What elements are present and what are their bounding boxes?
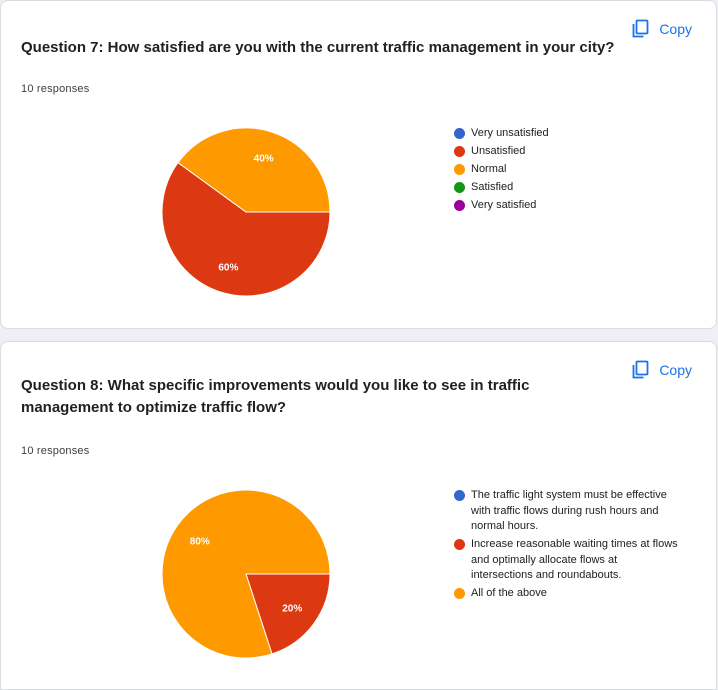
slice-data-label: 40%: [254, 154, 274, 165]
legend-label: Very satisfied: [471, 199, 537, 211]
chart-legend: Very unsatisfied Unsatisfied Normal Satisfi…: [454, 126, 549, 216]
legend-swatch: [454, 164, 465, 175]
legend-swatch: [454, 146, 465, 157]
legend-item: Very unsatisfied: [454, 126, 549, 142]
question-card-8: Copy Question 8: What specific improveme…: [0, 341, 717, 690]
legend-label: All of the above: [471, 587, 547, 599]
slice-data-label: 60%: [218, 262, 238, 273]
legend-swatch: [454, 588, 465, 599]
copy-button[interactable]: Copy: [631, 19, 692, 39]
pie-slice: [161, 489, 331, 659]
legend-item: Increase reasonable waiting times at flo…: [454, 537, 679, 584]
legend-item: The traffic light system must be effecti…: [454, 488, 679, 535]
copy-label: Copy: [659, 21, 692, 37]
slice-data-label: 80%: [190, 536, 210, 547]
legend-swatch: [454, 490, 465, 501]
question-card-7: Copy Question 7: How satisfied are you w…: [0, 0, 717, 329]
question-title: Question 8: What specific improvements w…: [21, 377, 530, 416]
legend-item: All of the above: [454, 586, 679, 602]
legend-label: Increase reasonable waiting times at flo…: [471, 538, 678, 581]
legend-swatch: [454, 128, 465, 139]
legend-item: Unsatisfied: [454, 144, 549, 160]
copy-icon: [631, 19, 651, 39]
response-count: 10 responses: [21, 83, 90, 95]
response-count: 10 responses: [21, 445, 90, 457]
question-title: Question 7: How satisfied are you with t…: [21, 39, 615, 56]
pie-slice: [177, 127, 331, 213]
copy-button[interactable]: Copy: [631, 360, 692, 380]
pie-chart: 20% 80%: [161, 489, 331, 659]
copy-icon: [631, 360, 651, 380]
chart-legend: The traffic light system must be effecti…: [454, 488, 679, 604]
legend-item: Satisfied: [454, 180, 549, 196]
slice-data-label: 20%: [282, 604, 302, 615]
legend-swatch: [454, 182, 465, 193]
legend-swatch: [454, 200, 465, 211]
legend-item: Normal: [454, 162, 549, 178]
legend-label: Unsatisfied: [471, 145, 526, 157]
legend-label: Satisfied: [471, 181, 514, 193]
legend-label: The traffic light system must be effecti…: [471, 489, 667, 532]
pie-chart: 60% 40%: [161, 127, 331, 297]
legend-item: Very satisfied: [454, 198, 549, 214]
legend-swatch: [454, 539, 465, 550]
legend-label: Normal: [471, 163, 507, 175]
legend-label: Very unsatisfied: [471, 127, 549, 139]
copy-label: Copy: [659, 362, 692, 378]
pie-slice: [245, 573, 331, 655]
pie-slice: [161, 161, 331, 297]
